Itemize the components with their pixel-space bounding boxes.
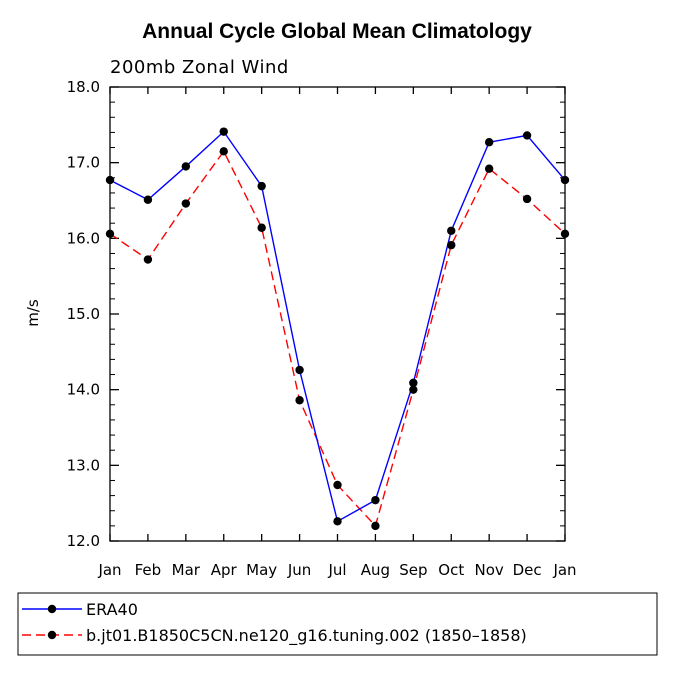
- x-tick-label: Jul: [327, 561, 346, 579]
- legend-swatch-marker: [47, 630, 57, 640]
- x-tick-label: Mar: [172, 561, 201, 579]
- data-point: [409, 385, 418, 394]
- data-point: [447, 226, 456, 235]
- data-point: [484, 138, 494, 147]
- chart-subtitle: 200mb Zonal Wind: [110, 57, 289, 78]
- y-tick-label: 15.0: [67, 305, 100, 323]
- data-point: [371, 521, 380, 531]
- data-point: [295, 396, 304, 405]
- x-tick-label: May: [246, 561, 277, 579]
- ticks-layer: Jan Feb Mar Apr May Jun Jul Aug Sep Oct Nov Dec Jan 1…: [67, 78, 577, 579]
- x-tick-label: Nov: [475, 561, 504, 579]
- legend-label: b.jt01.B1850C5CN.ne120_g16.tuning.002 (1…: [86, 626, 527, 646]
- x-tick-label: Jan: [97, 561, 121, 579]
- data-point: [371, 495, 380, 505]
- x-tick-label: Apr: [211, 561, 238, 579]
- x-tick-label: Dec: [513, 561, 542, 579]
- plot-frame: [109, 86, 566, 542]
- data-point: [409, 378, 418, 388]
- y-tick-label: 13.0: [67, 456, 100, 474]
- chart-title: Annual Cycle Global Mean Climatology: [142, 20, 532, 43]
- y-axis-label: m/s: [24, 299, 42, 327]
- x-tick-label: Jun: [287, 561, 311, 579]
- series-layer: [105, 127, 570, 531]
- data-point: [219, 127, 228, 136]
- data-point: [560, 229, 570, 238]
- data-point: [333, 480, 342, 490]
- legend-label: ERA40: [86, 600, 138, 619]
- data-point: [333, 517, 342, 526]
- x-tick-label: Sep: [399, 561, 427, 579]
- x-tick-label: Jan: [552, 561, 576, 579]
- series-line: [109, 130, 566, 523]
- data-point: [181, 162, 191, 171]
- legend-layer: ERA40 b.jt01.B1850C5CN.ne120_g16.tuning.0…: [22, 600, 527, 646]
- data-point: [484, 164, 494, 173]
- series-line: [109, 149, 566, 528]
- data-point: [522, 131, 532, 140]
- y-tick-label: 12.0: [67, 532, 100, 550]
- data-point: [105, 175, 115, 185]
- x-tick-label: Oct: [438, 561, 464, 579]
- data-point: [257, 223, 266, 232]
- y-tick-label: 17.0: [67, 154, 100, 172]
- data-point: [522, 194, 532, 204]
- data-point: [143, 195, 153, 204]
- data-point: [143, 255, 153, 264]
- x-tick-label: Feb: [135, 561, 162, 579]
- legend-frame: [17, 592, 658, 656]
- data-point: [295, 365, 304, 375]
- data-point: [181, 199, 191, 208]
- x-tick-label: Aug: [361, 561, 390, 579]
- y-tick-label: 14.0: [67, 381, 100, 399]
- legend-swatch-marker: [47, 604, 57, 614]
- data-point: [447, 240, 456, 250]
- data-point: [105, 229, 115, 238]
- y-tick-label: 16.0: [67, 229, 100, 247]
- y-tick-label: 18.0: [67, 78, 100, 96]
- data-point: [560, 175, 570, 185]
- data-point: [257, 181, 266, 191]
- data-point: [219, 147, 228, 156]
